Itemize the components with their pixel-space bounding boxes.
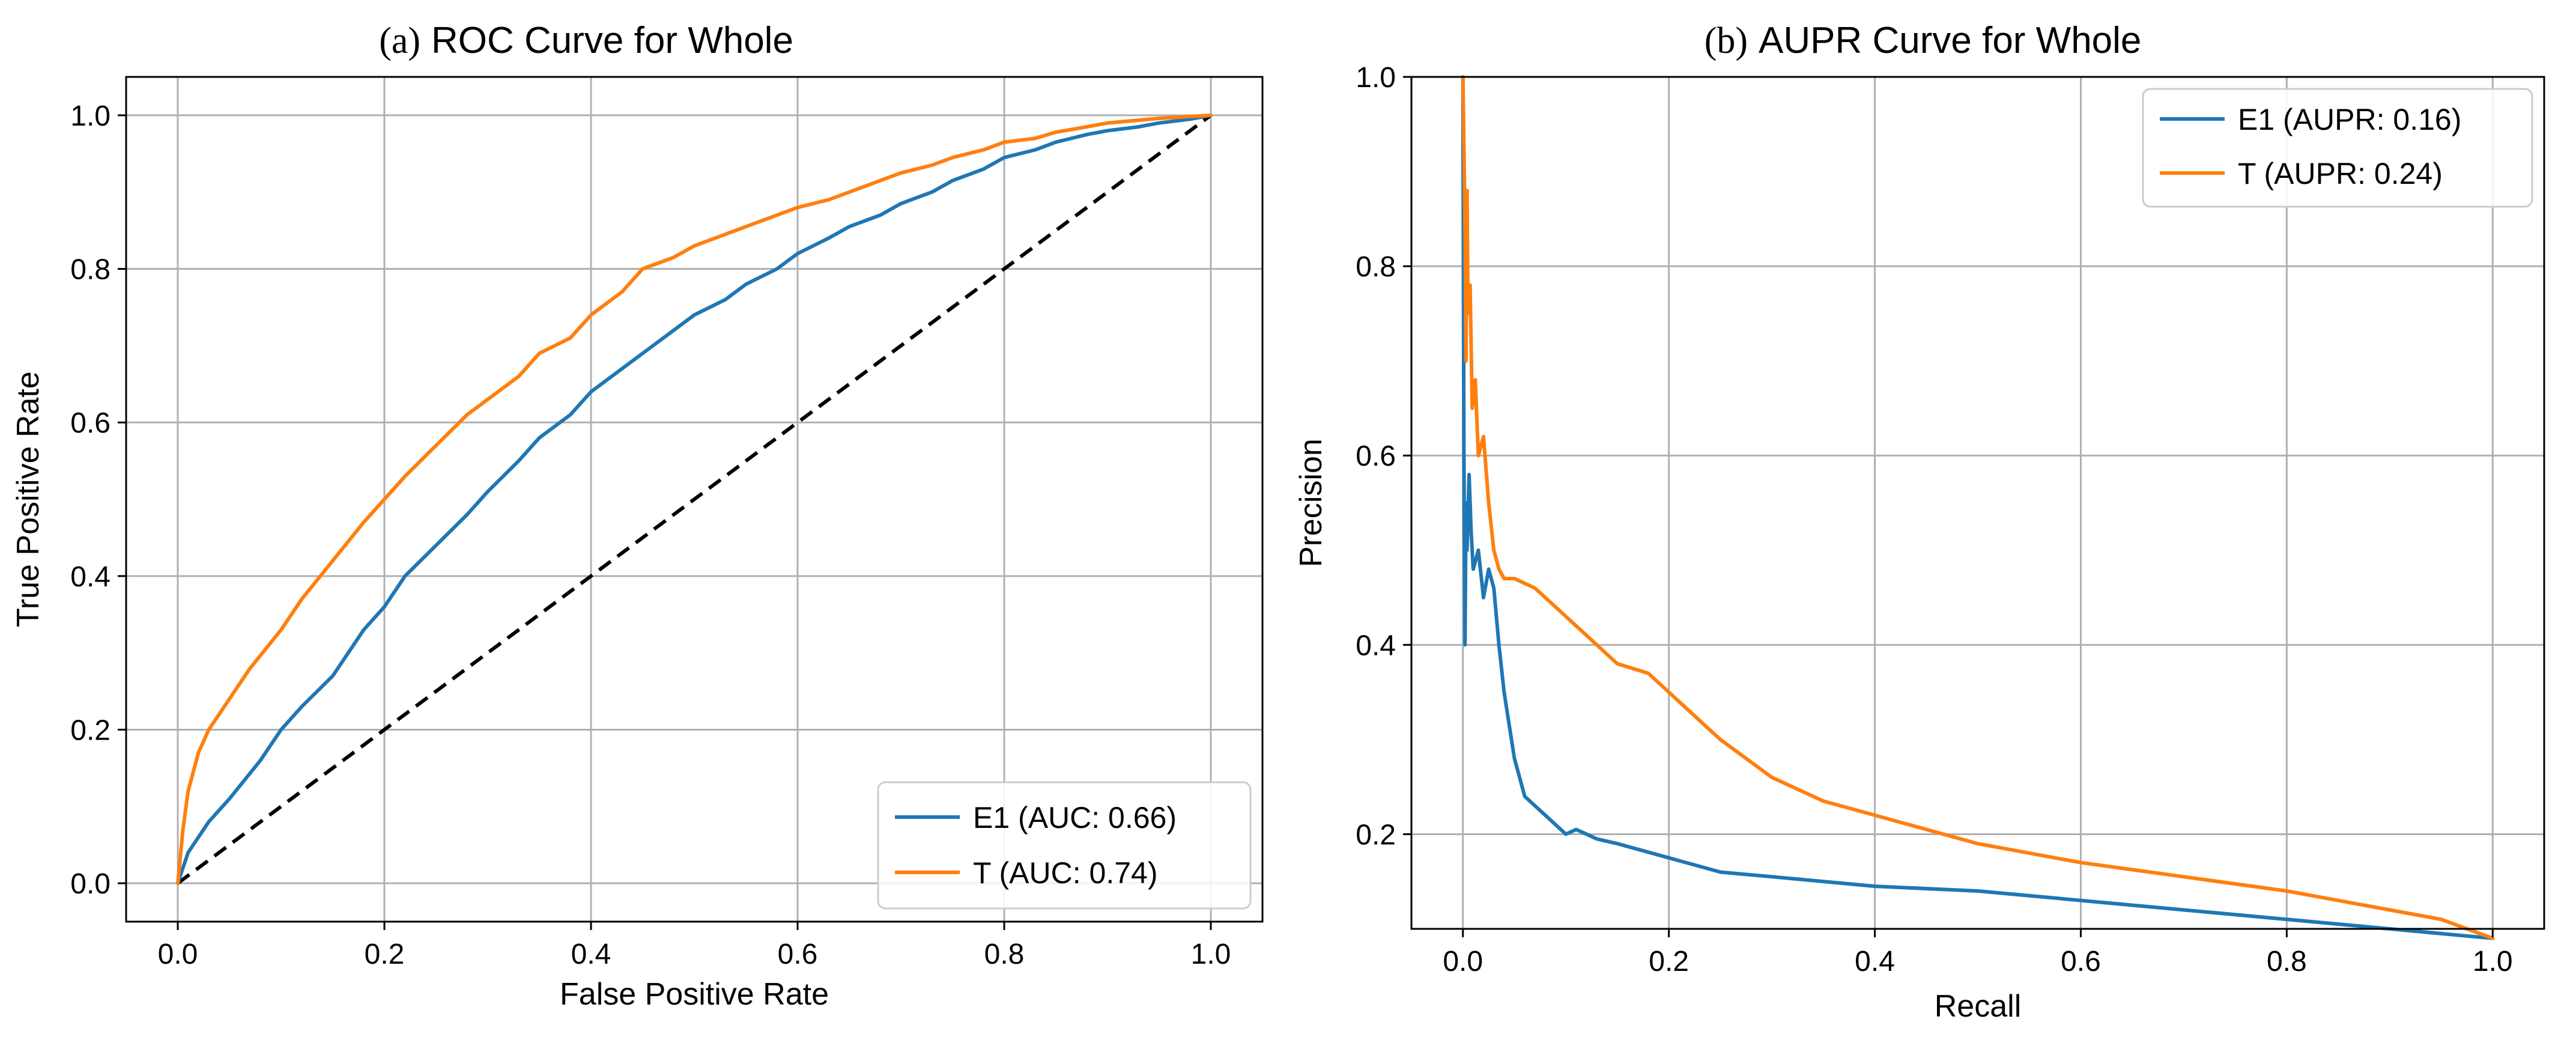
- panel-a-title: ROC Curve for Whole: [431, 20, 793, 61]
- panel-a-legend-t-label: T (AUC: 0.74): [973, 856, 1158, 890]
- panel-b-ytick-label-2: 0.6: [1356, 440, 1396, 472]
- panel-b-xtick-label-2: 0.4: [1855, 946, 1895, 978]
- panel-a-prefix: (a): [379, 20, 420, 61]
- panel-b-xtick-label-3: 0.6: [2061, 946, 2101, 978]
- panel-a-reference-line: [177, 114, 1212, 885]
- panel-b-ytick-label-0: 0.2: [1356, 819, 1396, 851]
- panel-b-ylabel: Precision: [1294, 439, 1329, 567]
- panel-b-series-t-line: [1461, 75, 2495, 940]
- panel-b-legend: E1 (AUPR: 0.16) T (AUPR: 0.24): [2142, 88, 2533, 208]
- panel-b-prefix: (b): [1705, 20, 1748, 61]
- panel-a-series-e1-line: [176, 113, 1213, 886]
- panel-b-title: AUPR Curve for Whole: [1759, 20, 2141, 61]
- panel-b-xtick-label-4: 0.8: [2267, 946, 2307, 978]
- panel-a-xtick-label-1: 0.2: [365, 938, 405, 970]
- panel-a-xtick-label-5: 1.0: [1191, 938, 1231, 970]
- panel-b-xtick-label-5: 1.0: [2473, 946, 2513, 978]
- panel-a-ylabel: True Positive Rate: [11, 371, 46, 627]
- panel-a-ytick-label-0: 0.0: [70, 868, 111, 900]
- panel-a-xtick-label-2: 0.4: [571, 938, 611, 970]
- panel-b-xtick-label-1: 0.2: [1649, 946, 1689, 978]
- panel-a-frame: [125, 76, 1264, 923]
- panel-a-legend: E1 (AUC: 0.66) T (AUC: 0.74): [877, 781, 1252, 910]
- panel-a-grid: [126, 77, 1262, 922]
- panel-roc: (a) ROC Curve for Whole 0.0 0.2 0.4 0.6 0.8 1…: [11, 20, 1264, 1012]
- panel-b-series-group: [1461, 75, 2495, 940]
- panel-b-xlabel: Recall: [1935, 989, 2022, 1024]
- panel-a-xlabel: False Positive Rate: [560, 977, 829, 1012]
- panel-a-legend-box: [877, 781, 1252, 910]
- panel-aupr: (b) AUPR Curve for Whole 0.0 0.2 0.4 0.6 0.8…: [1294, 20, 2545, 1024]
- panel-a-xtick-label-3: 0.6: [778, 938, 818, 970]
- panel-a-legend-e1-label: E1 (AUC: 0.66): [973, 801, 1177, 835]
- panel-b-legend-e1-label: E1 (AUPR: 0.16): [2238, 103, 2461, 136]
- panel-a-ytick-label-1: 0.2: [70, 714, 111, 746]
- panel-a-ytick-label-3: 0.6: [70, 407, 111, 439]
- panel-b-legend-box: [2142, 88, 2533, 208]
- panel-b-ytick-label-3: 0.8: [1356, 251, 1396, 283]
- panel-b-xtick-label-0: 0.0: [1443, 946, 1483, 978]
- panel-a-xtick-label-4: 0.8: [984, 938, 1025, 970]
- panel-b-ytick-label-1: 0.4: [1356, 630, 1396, 661]
- panel-a-reference-line-group: [177, 114, 1212, 885]
- panel-a-ytick-label-2: 0.4: [70, 561, 111, 593]
- panel-a-xtick-label-0: 0.0: [158, 938, 198, 970]
- panel-a-ytick-label-5: 1.0: [70, 100, 111, 132]
- panel-b-series-e1-line: [1461, 75, 2495, 940]
- panel-a-ytick-label-4: 0.8: [70, 254, 111, 286]
- panel-b-ticks: 0.0 0.2 0.4 0.6 0.8 1.0 0.2 0.4 0.6 0.8 1.0: [1356, 62, 2512, 978]
- panel-b-ytick-label-4: 1.0: [1356, 62, 1396, 94]
- panel-a-series-group: [176, 113, 1213, 886]
- panel-b-legend-t-label: T (AUPR: 0.24): [2238, 157, 2443, 190]
- panel-b-frame: [1410, 76, 2545, 930]
- panel-a-series-t-line: [176, 113, 1213, 886]
- panel-a-ticks: 0.0 0.2 0.4 0.6 0.8 1.0 0.0 0.2 0.4 0.6 0.8 1.0: [70, 100, 1231, 970]
